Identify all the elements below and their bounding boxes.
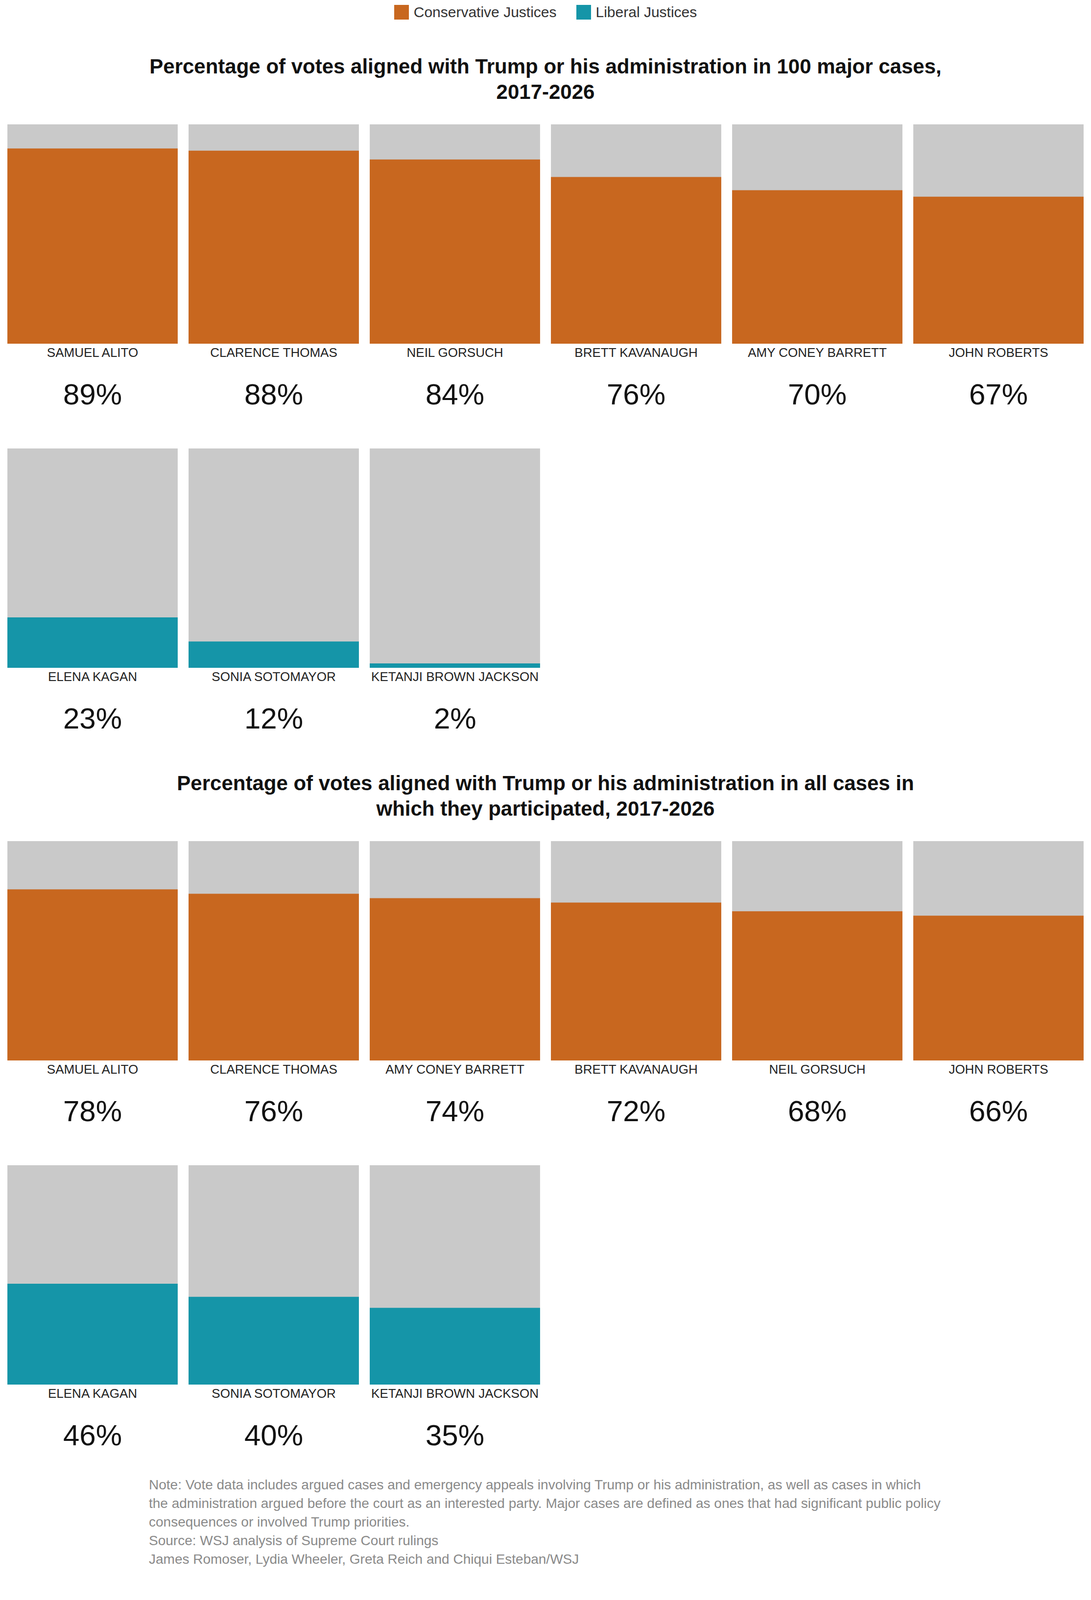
svg-text:76%: 76% [244,1094,304,1128]
svg-text:NEIL GORSUCH: NEIL GORSUCH [769,1062,866,1077]
svg-text:84%: 84% [425,378,485,411]
svg-text:ELENA KAGAN: ELENA KAGAN [47,669,138,685]
svg-text:SONIA SOTOMAYOR: SONIA SOTOMAYOR [211,669,336,685]
html-text:Liberal Justices: Liberal Justices [595,3,697,21]
svg-text:SAMUEL ALITO: SAMUEL ALITO [47,1062,139,1077]
svg-text:89%: 89% [63,378,122,411]
svg-text:67%: 67% [969,378,1028,411]
svg-text:68%: 68% [787,1094,847,1128]
html-text:Note: Vote data includes argue: Note: Vote data includes argued cases an… [148,1477,941,1530]
svg-text:BRETT KAVANAUGH: BRETT KAVANAUGH [574,345,698,360]
html-text:Percentage of votes aligned wi: Percentage of votes aligned with Trump o… [149,54,942,104]
html-text:James Romoser, Lydia Wheeler,: James Romoser, Lydia Wheeler, Greta Reic… [148,1551,579,1567]
svg-text:AMY CONEY BARRETT: AMY CONEY BARRETT [385,1062,525,1077]
svg-text:SONIA SOTOMAYOR: SONIA SOTOMAYOR [211,1386,336,1401]
svg-text:78%: 78% [63,1094,122,1128]
html-text:Percentage of votes aligned wi: Percentage of votes aligned with Trump o… [176,771,915,821]
svg-text:SAMUEL ALITO: SAMUEL ALITO [47,345,139,360]
svg-text:12%: 12% [244,702,304,736]
svg-text:35%: 35% [425,1419,485,1452]
svg-text:72%: 72% [606,1094,666,1128]
svg-text:KETANJI BROWN JACKSON: KETANJI BROWN JACKSON [371,1386,539,1401]
svg-text:CLARENCE THOMAS: CLARENCE THOMAS [210,345,338,360]
svg-text:70%: 70% [787,378,847,411]
svg-text:76%: 76% [606,378,666,411]
html-text:Conservative Justices: Conservative Justices [413,3,557,21]
svg-text:CLARENCE THOMAS: CLARENCE THOMAS [210,1062,338,1077]
svg-text:2%: 2% [433,702,477,736]
svg-text:23%: 23% [63,702,122,736]
html-text:Source: WSJ analysis of Suprem: Source: WSJ analysis of Supreme Court ru… [148,1533,439,1549]
svg-text:KETANJI BROWN JACKSON: KETANJI BROWN JACKSON [371,669,539,685]
svg-text:40%: 40% [244,1419,304,1452]
svg-text:AMY CONEY BARRETT: AMY CONEY BARRETT [747,345,887,360]
svg-text:BRETT KAVANAUGH: BRETT KAVANAUGH [574,1062,698,1077]
svg-text:66%: 66% [969,1094,1028,1128]
svg-text:JOHN ROBERTS: JOHN ROBERTS [948,345,1048,360]
svg-text:46%: 46% [63,1419,122,1452]
svg-text:NEIL GORSUCH: NEIL GORSUCH [406,345,504,360]
svg-text:ELENA KAGAN: ELENA KAGAN [47,1386,138,1401]
svg-text:74%: 74% [425,1094,485,1128]
svg-text:JOHN ROBERTS: JOHN ROBERTS [948,1062,1048,1077]
svg-text:88%: 88% [244,378,304,411]
